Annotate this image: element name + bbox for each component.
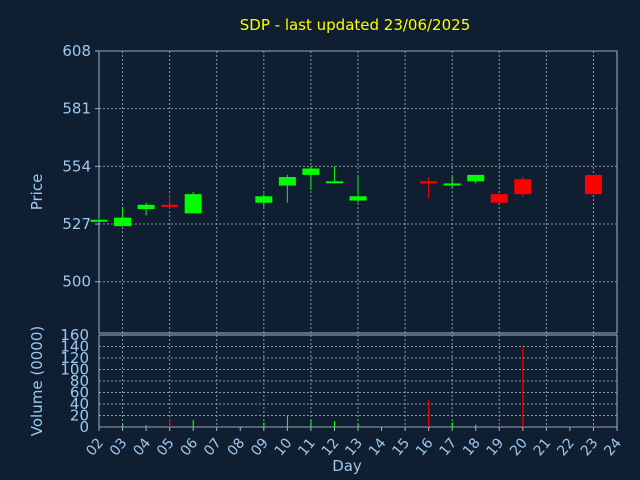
x-tick-label: 17 <box>437 435 461 459</box>
x-tick-label: 18 <box>460 435 484 459</box>
volume-bar-12 <box>333 421 336 427</box>
candle-body-02 <box>90 219 108 222</box>
x-tick-label: 07 <box>201 435 225 459</box>
volume-tick-label: 60 <box>70 384 89 402</box>
volume-tick-label: 100 <box>60 361 89 379</box>
volume-tick-label: 40 <box>70 395 89 413</box>
candle-body-16 <box>420 181 438 184</box>
price-panel: 608 581 554 527 500 <box>62 42 618 334</box>
candle-body-06 <box>184 194 202 214</box>
volume-bar-11 <box>310 420 312 427</box>
x-tick-label: 15 <box>389 435 413 459</box>
x-tick-label: 23 <box>578 435 602 459</box>
candle-body-09 <box>255 196 273 203</box>
x-tick-label: 12 <box>319 435 343 459</box>
candle-body-10 <box>278 177 296 186</box>
x-axis: 02 03 04 05 06 07 08 09 10 11 12 13 14 15 16 17 18 19 20 21… <box>83 427 625 459</box>
x-tick-label: 08 <box>225 435 249 459</box>
x-tick-label: 11 <box>295 435 319 459</box>
x-tick-label: 21 <box>531 435 555 459</box>
volume-bar-19 <box>498 423 500 427</box>
x-tick-label: 19 <box>484 435 508 459</box>
x-tick-label: 10 <box>272 435 296 459</box>
x-tick-label: 16 <box>413 435 437 459</box>
candle-body-18 <box>467 174 485 182</box>
candle-body-19 <box>490 194 508 203</box>
x-tick-label: 06 <box>178 435 202 459</box>
price-tick-label: 581 <box>62 100 91 118</box>
volume-tick-label: 160 <box>60 326 89 344</box>
x-tick-label: 14 <box>366 435 390 459</box>
volume-bar-23 <box>592 424 595 427</box>
volume-axis-label: Volume (0000) <box>28 326 46 436</box>
x-tick-label: 02 <box>83 435 107 459</box>
volume-bar-16 <box>428 400 430 427</box>
price-tick-label: 500 <box>62 273 91 291</box>
x-tick-label: 22 <box>554 435 578 459</box>
x-tick-label: 03 <box>107 435 131 459</box>
candle-body-12 <box>325 181 343 184</box>
volume-bar-06 <box>192 420 194 427</box>
price-tick-label: 608 <box>62 42 91 60</box>
price-tick-label: 527 <box>62 215 91 233</box>
candle-body-04 <box>137 204 155 210</box>
volume-bar-20 <box>522 346 524 427</box>
volume-bar-18 <box>475 424 477 427</box>
candle-body-23 <box>584 174 602 195</box>
candle-body-11 <box>302 168 320 175</box>
x-tick-label: 13 <box>342 435 366 459</box>
candle-body-05 <box>161 204 179 207</box>
volume-bar-04 <box>145 425 147 427</box>
volume-bar-09 <box>263 422 265 427</box>
candle-body-20 <box>514 179 532 195</box>
volume-tick-label: 80 <box>70 372 89 390</box>
x-tick-label: 09 <box>248 435 272 459</box>
chart-title: SDP - last updated 23/06/2025 <box>240 16 471 34</box>
candle-body-03 <box>114 217 132 227</box>
volume-bar-13 <box>357 423 359 427</box>
x-tick-label: 05 <box>154 435 178 459</box>
volume-bar-10 <box>286 415 289 427</box>
price-tick-label: 554 <box>62 157 91 175</box>
candle-body-17 <box>443 183 461 186</box>
x-tick-label: 04 <box>130 435 154 459</box>
x-tick-label: 24 <box>601 435 625 459</box>
volume-tick-label: 140 <box>60 338 89 356</box>
volume-tick-label: 20 <box>70 407 89 425</box>
volume-bar-05 <box>169 418 171 427</box>
volume-bar-03 <box>122 424 124 427</box>
volume-bar-17 <box>451 422 453 427</box>
volume-tick-label: 120 <box>60 349 89 367</box>
x-tick-label: 20 <box>507 435 531 459</box>
volume-bar-02 <box>98 426 100 427</box>
candle-body-13 <box>349 196 367 201</box>
volume-tick-label: 0 <box>79 418 89 436</box>
x-axis-label: Day <box>332 457 362 475</box>
price-axis-label: Price <box>28 174 46 211</box>
